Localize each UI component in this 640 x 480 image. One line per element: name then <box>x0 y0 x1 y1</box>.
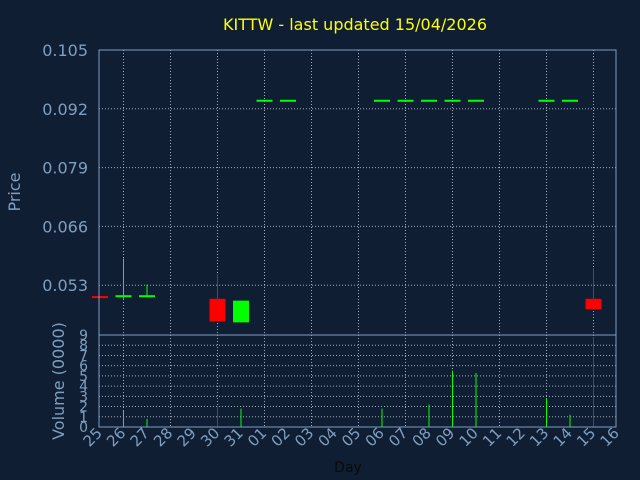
volume-y-tick: 1 <box>79 410 88 426</box>
price-candles <box>92 99 602 323</box>
candle-27 <box>139 284 155 298</box>
volume-panel-frame <box>98 334 617 428</box>
candle-body <box>468 99 484 102</box>
candle-25 <box>92 296 108 299</box>
price-y-tick: 0.079 <box>42 159 88 178</box>
candle-06 <box>374 99 390 102</box>
x-axis-label: Day <box>334 460 362 476</box>
candle-body <box>444 99 461 102</box>
candle-body <box>562 99 578 102</box>
candle-body <box>397 99 414 102</box>
candle-31 <box>233 300 249 323</box>
volume-y-tick: 8 <box>79 338 88 354</box>
volume-y-tick: 0 <box>79 420 88 436</box>
volume-y-tick: 7 <box>79 348 88 364</box>
candle-body <box>421 99 437 102</box>
candle-body <box>374 99 390 102</box>
candle-14 <box>562 99 578 102</box>
candle-10 <box>468 99 484 102</box>
candle-body <box>115 295 132 298</box>
volume-y-tick: 4 <box>79 379 88 395</box>
candle-30 <box>209 273 226 322</box>
candle-02 <box>280 99 296 102</box>
candle-body <box>233 300 249 323</box>
price-axis-label: Price <box>5 172 24 211</box>
candle-body <box>280 99 296 102</box>
volume-y-tick: 9 <box>79 328 88 344</box>
price-y-tick: 0.053 <box>42 276 88 295</box>
candle-body <box>256 99 273 102</box>
candle-01 <box>256 99 273 102</box>
candle-15 <box>585 268 602 310</box>
price-y-tick: 0.066 <box>42 217 88 236</box>
candle-body <box>209 298 226 322</box>
chart-title: KITTW - last updated 15/04/2026 <box>223 15 487 34</box>
volume-bars <box>123 337 594 427</box>
x-tick-labels: 2526272829303101020304050607080910111213… <box>80 424 623 450</box>
price-y-tick-labels: 0.105 0.092 0.079 0.066 0.053 <box>42 41 88 295</box>
candle-08 <box>421 99 437 102</box>
candle-body <box>139 295 155 298</box>
candle-09 <box>444 99 461 102</box>
candle-body <box>92 296 108 299</box>
candle-body <box>585 298 602 310</box>
candle-13 <box>538 99 555 102</box>
volume-y-tick: 6 <box>79 359 88 375</box>
candle-26 <box>115 258 132 299</box>
volume-y-tick: 3 <box>79 389 88 405</box>
price-y-tick: 0.105 <box>42 41 88 60</box>
volume-axis-label: Volume (0000) <box>49 322 68 440</box>
price-y-tick: 0.092 <box>42 100 88 119</box>
candle-body <box>538 99 555 102</box>
candle-07 <box>397 99 414 102</box>
volume-y-tick: 5 <box>79 369 88 385</box>
volume-y-tick: 2 <box>79 400 88 416</box>
